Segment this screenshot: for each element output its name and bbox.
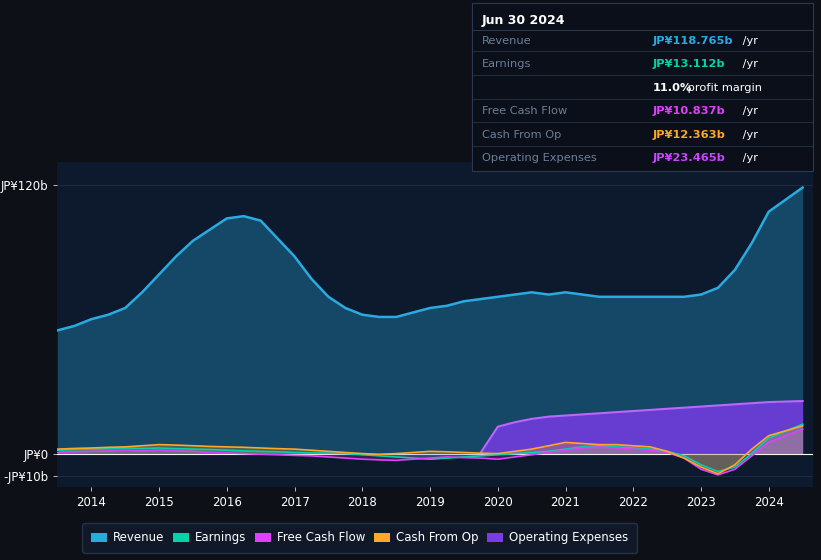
Text: /yr: /yr — [739, 153, 758, 164]
Text: JP¥10.837b: JP¥10.837b — [653, 106, 726, 116]
Legend: Revenue, Earnings, Free Cash Flow, Cash From Op, Operating Expenses: Revenue, Earnings, Free Cash Flow, Cash … — [82, 523, 637, 553]
Text: JP¥13.112b: JP¥13.112b — [653, 59, 725, 69]
Text: JP¥23.465b: JP¥23.465b — [653, 153, 726, 164]
Text: Revenue: Revenue — [482, 36, 531, 46]
Text: /yr: /yr — [739, 106, 758, 116]
Text: Earnings: Earnings — [482, 59, 531, 69]
Text: JP¥118.765b: JP¥118.765b — [653, 36, 733, 46]
Text: JP¥12.363b: JP¥12.363b — [653, 130, 726, 140]
Text: Free Cash Flow: Free Cash Flow — [482, 106, 567, 116]
Text: profit margin: profit margin — [684, 83, 762, 93]
Text: Operating Expenses: Operating Expenses — [482, 153, 597, 164]
Text: Cash From Op: Cash From Op — [482, 130, 562, 140]
Text: Jun 30 2024: Jun 30 2024 — [482, 14, 566, 27]
Text: 11.0%: 11.0% — [653, 83, 692, 93]
Text: /yr: /yr — [739, 130, 758, 140]
Text: /yr: /yr — [739, 36, 758, 46]
Text: /yr: /yr — [739, 59, 758, 69]
